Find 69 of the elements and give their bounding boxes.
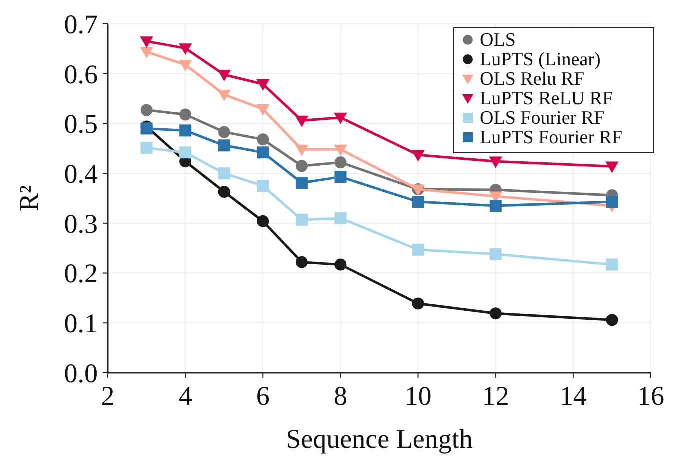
- point: [218, 140, 230, 152]
- point: [334, 156, 347, 169]
- point: [218, 90, 231, 102]
- x-tick-label: 6: [256, 381, 270, 411]
- point: [412, 244, 424, 256]
- point: [178, 44, 192, 56]
- x-tick-label: 16: [638, 381, 664, 411]
- point: [140, 142, 153, 154]
- point: [140, 36, 154, 48]
- point: [256, 80, 270, 91]
- point: [257, 146, 270, 159]
- point: [334, 171, 347, 184]
- x-tick-label: 8: [334, 381, 348, 411]
- x-tick-label: 10: [404, 381, 432, 411]
- point: [218, 168, 230, 180]
- point: [295, 116, 309, 128]
- point: [606, 196, 618, 208]
- point: [334, 258, 347, 271]
- point: [334, 112, 348, 124]
- legend-label: OLS Fourier RF: [480, 108, 605, 129]
- point: [296, 214, 308, 226]
- point: [257, 134, 270, 146]
- y-tick-label: 0.2: [64, 258, 98, 289]
- y-axis-title: R²: [14, 185, 44, 212]
- x-axis-title: Sequence Length: [286, 424, 474, 454]
- point: [296, 256, 308, 268]
- point: [257, 180, 270, 192]
- x-tick-label: 14: [560, 381, 588, 411]
- legend-label: OLS Relu RF: [480, 69, 585, 90]
- x-tick-label: 2: [101, 381, 115, 411]
- point: [606, 314, 618, 326]
- point: [296, 160, 308, 172]
- point: [180, 146, 192, 159]
- legend-label: LuPTS Fourier RF: [480, 128, 623, 148]
- legend-label: OLS: [480, 30, 516, 51]
- point: [180, 108, 192, 121]
- point: [606, 258, 618, 271]
- y-tick-label: 0.0: [64, 358, 98, 388]
- point: [178, 60, 192, 72]
- y-tick-label: 0.4: [64, 159, 98, 190]
- point: [606, 162, 619, 174]
- point: [490, 200, 502, 212]
- y-tick-label: 0.5: [64, 109, 98, 140]
- point: [334, 212, 347, 224]
- point: [218, 126, 230, 138]
- point: [412, 150, 425, 162]
- point: [180, 124, 192, 137]
- y-tick-label: 0.6: [64, 59, 98, 90]
- point: [218, 70, 231, 82]
- legend-label: LuPTS (Linear): [480, 50, 601, 70]
- legend-label: LuPTS ReLU RF: [480, 88, 614, 110]
- point: [140, 104, 153, 116]
- point: [296, 177, 308, 190]
- point: [295, 144, 309, 156]
- point: [257, 215, 270, 228]
- point: [490, 308, 502, 320]
- y-tick-label: 0.1: [64, 308, 98, 339]
- point: [218, 186, 230, 198]
- point: [412, 298, 424, 310]
- point: [256, 104, 270, 116]
- y-tick-label: 0.3: [64, 208, 98, 239]
- y-tick-label: 0.7: [64, 9, 98, 40]
- point: [490, 248, 502, 260]
- x-tick-label: 4: [178, 381, 193, 411]
- point: [489, 156, 502, 168]
- point: [412, 196, 424, 208]
- point: [334, 144, 348, 156]
- x-tick-label: 12: [482, 381, 510, 411]
- point: [140, 47, 154, 59]
